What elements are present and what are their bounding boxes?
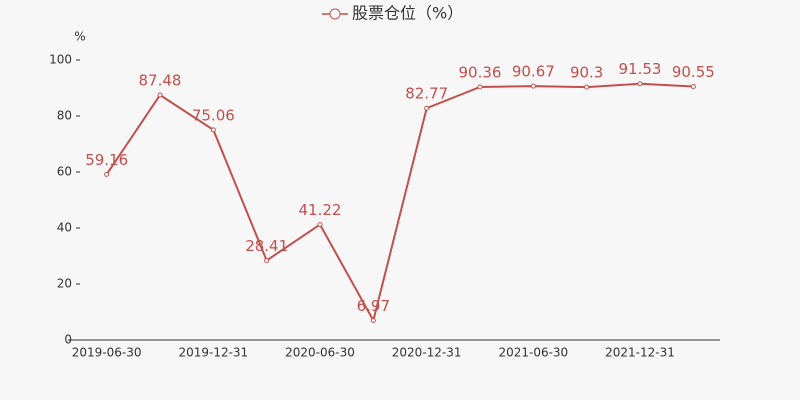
y-axis-label: % [74,30,85,44]
point [264,257,270,263]
x-tick-label: 2020-12-31 [392,346,462,360]
point [584,84,590,90]
value-label: 28.41 [245,237,288,255]
legend-label: 股票仓位（%） [352,4,463,23]
y-tick-label: 20 [57,277,72,291]
value-label: 90.36 [459,63,502,81]
x-tick-label: 2020-06-30 [285,346,355,360]
x-tick-label: 2021-12-31 [605,346,675,360]
point [690,83,696,89]
y-tick-label: 60 [57,165,72,179]
value-label: 41.22 [299,201,342,219]
x-tick-label: 2019-12-31 [178,346,248,360]
value-label: 90.67 [512,63,555,81]
x-tick-label: 2021-06-30 [498,346,568,360]
value-label: 75.06 [192,106,235,124]
point [210,127,216,133]
value-label: 82.77 [405,85,448,103]
value-label: 90.55 [672,63,715,81]
value-label: 90.3 [570,64,603,82]
y-tick-label: 40 [57,221,72,235]
point [637,81,643,87]
point [424,105,430,111]
value-label: 91.53 [619,60,662,78]
value-label: 6.97 [357,297,390,315]
series-line [105,82,694,324]
y-tick-label: 80 [57,109,72,123]
y-tick-label: 100 [49,53,72,67]
point [477,84,483,90]
point [317,222,323,228]
value-label: 87.48 [139,72,182,90]
point [104,171,110,177]
point [370,317,376,323]
x-tick-label: 2019-06-30 [72,346,142,360]
point [530,83,536,89]
legend-marker [329,8,341,20]
point [157,92,163,98]
value-label: 59.16 [85,151,128,169]
